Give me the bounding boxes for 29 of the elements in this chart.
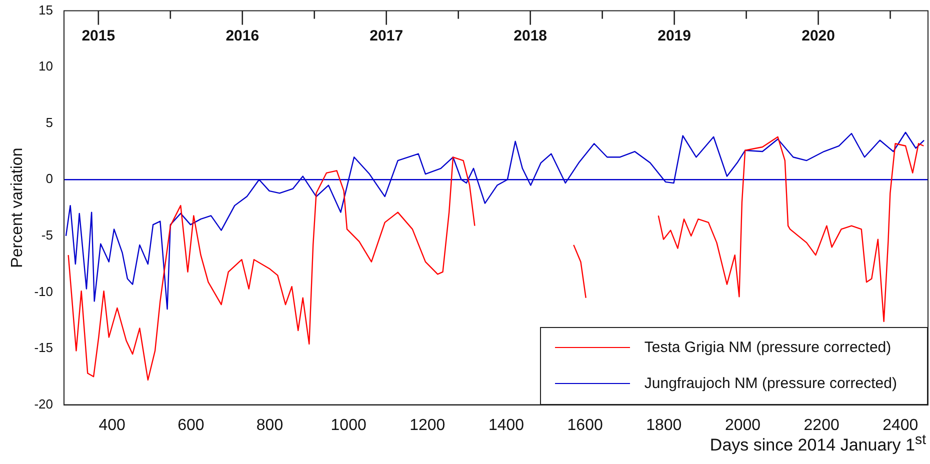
- y-tick-label: -20: [34, 396, 53, 412]
- x-tick-label: 1800: [646, 416, 682, 434]
- x-axis-title: Days since 2014 January 1$^{st}$: [710, 432, 926, 456]
- x-tick-label: 2000: [724, 416, 761, 434]
- y-axis-title: Percent variation: [9, 148, 26, 268]
- x2-tick-label: 2018: [514, 27, 548, 44]
- y-tick-label: -15: [34, 340, 53, 356]
- x2-tick-label: 2016: [226, 27, 260, 44]
- x2-tick-label: 2015: [82, 27, 116, 44]
- x-tick-label: 400: [98, 416, 126, 434]
- x-tick-label: 1200: [410, 416, 446, 434]
- y-tick-label: 5: [46, 114, 53, 130]
- y-tick-label: 0: [46, 171, 53, 186]
- x-tick-label: 1000: [330, 416, 366, 434]
- y-tick-label: -5: [41, 228, 53, 243]
- legend-label: Testa Grigia NM (pressure corrected): [644, 339, 892, 356]
- x-tick-label: 1400: [488, 416, 524, 434]
- x2-tick-label: 2020: [802, 27, 835, 44]
- x-tick-label: 2200: [804, 416, 840, 434]
- x-tick-label: 2400: [882, 416, 918, 434]
- y-tick-label: 10: [38, 58, 53, 74]
- legend-label: Jungfraujoch NM (pressure corrected): [644, 375, 897, 392]
- x2-tick-label: 2019: [658, 27, 691, 44]
- x-tick-label: 800: [256, 416, 284, 434]
- x2-tick-label: 2017: [370, 27, 404, 44]
- y-tick-label: -10: [34, 284, 53, 299]
- x-tick-label: 1600: [567, 416, 603, 434]
- x-tick-label: 600: [178, 416, 204, 434]
- y-tick-label: 15: [38, 2, 53, 18]
